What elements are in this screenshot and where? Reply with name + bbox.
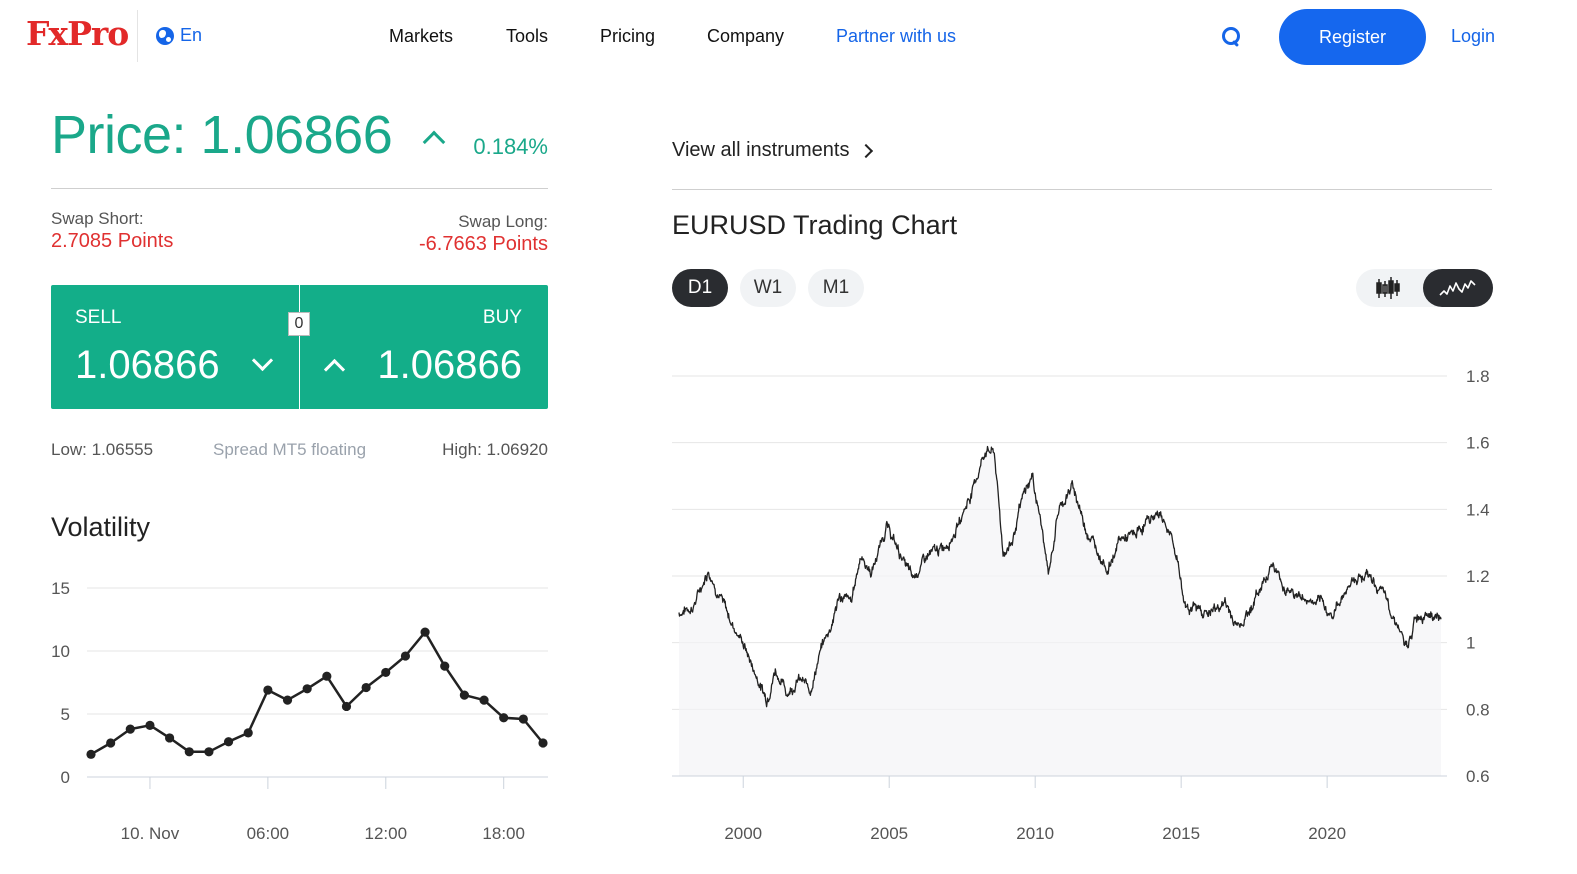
x-tick-label: 10. Nov [121,824,180,843]
spread-badge: 0 [288,312,310,336]
line-chart-button[interactable] [1423,269,1493,307]
language-label: En [180,25,203,45]
volatility-point [420,627,430,637]
nav-partner[interactable]: Partner with us [836,26,957,46]
volatility-point [381,667,391,678]
price-line [678,445,1442,708]
site-header: FxPro En Markets Tools Pricing Company P… [0,0,1577,74]
y-tick-label: 1.6 [1466,434,1490,453]
candlestick-icon [1376,277,1400,299]
sell-label: SELL [75,307,122,328]
volatility-point [145,720,155,730]
swap-short-value: 2.7085 Points [51,230,174,252]
volatility-chart: 0 5 10 15 10. Nov 06:00 12:00 18:00 [51,579,548,843]
view-all-label: View all instruments [672,139,850,161]
volatility-point [204,747,214,757]
x-tick-label: 2015 [1162,824,1200,843]
volatility-point [243,728,253,738]
chart-type-toggle [1356,269,1493,307]
current-price: Price: 1.06866 [51,105,393,165]
volatility-point [400,651,411,661]
x-tick-label: 18:00 [482,824,525,843]
language-selector[interactable]: En [156,25,202,46]
volatility-point [440,661,450,671]
low-price: Low: 1.06555 [51,440,154,459]
x-tick-label: 2005 [870,824,908,843]
timeframe-w1[interactable]: W1 [740,269,796,307]
volatility-point [125,724,135,734]
x-tick-label: 2000 [724,824,762,843]
volatility-point [86,749,96,759]
search-icon[interactable] [1221,26,1241,46]
swap-short-label: Swap Short: [51,209,144,228]
volatility-point [302,684,312,694]
line-chart-icon [1439,280,1476,296]
timeframe-m1[interactable]: M1 [808,269,864,307]
sell-button[interactable]: SELL 1.06866 [51,285,299,409]
swap-long-value: -6.7663 Points [419,233,548,255]
volatility-point [106,738,116,748]
x-tick-label: 2010 [1016,824,1054,843]
volatility-point [322,671,332,681]
volatility-point [165,733,175,743]
login-link[interactable]: Login [1451,26,1496,46]
y-tick-label: 1.2 [1466,567,1490,586]
sell-price: 1.06866 [75,343,220,387]
volatility-point [341,701,352,712]
eurusd-price-chart: 0.6 0.8 1 1.2 1.4 1.6 1.8 2000 2005 2010 2015 2020 [672,367,1490,843]
y-tick-label: 0.6 [1466,767,1490,786]
price-row: Price: 1.06866 0.184% [51,104,548,168]
buy-button[interactable]: BUY 1.06866 [300,285,548,409]
chevron-up-icon [322,359,346,377]
globe-icon [156,26,174,45]
price-divider [51,188,548,189]
y-tick-label: 1 [1466,634,1475,653]
volatility-title: Volatility [51,512,151,542]
x-tick-label: 06:00 [247,824,290,843]
spread-type: Spread MT5 floating [213,440,367,459]
high-price: High: 1.06920 [442,440,548,459]
chevron-down-icon [251,355,275,373]
y-tick-label: 0 [61,768,70,787]
y-tick-label: 10 [51,642,70,661]
volatility-line [90,630,544,756]
chart-divider [672,189,1492,190]
candlestick-button[interactable] [1356,269,1422,307]
y-tick-label: 5 [61,705,70,724]
y-tick-label: 1.8 [1466,367,1490,386]
swap-long-label: Swap Long: [458,212,548,231]
register-button[interactable]: Register [1279,9,1426,65]
nav-tools[interactable]: Tools [506,26,549,46]
volatility-point [499,713,509,723]
chart-title: EURUSD Trading Chart [672,210,958,240]
y-tick-label: 0.8 [1466,700,1490,719]
volatility-point [282,695,293,705]
buy-label: BUY [482,307,522,328]
volatility-point [459,690,469,700]
price-area [679,446,1441,776]
buy-price: 1.06866 [377,343,522,387]
price-change: 0.184% [473,134,548,159]
fxpro-logo[interactable]: FxPro [26,14,129,53]
y-tick-label: 1.4 [1466,500,1490,519]
volatility-point [538,738,548,748]
timeframe-d1[interactable]: D1 [672,269,728,307]
x-tick-label: 12:00 [365,824,408,843]
volatility-point [223,737,234,747]
nav-markets[interactable]: Markets [389,26,454,46]
y-tick-label: 15 [51,579,70,598]
x-tick-label: 2020 [1308,824,1346,843]
arrow-up-icon [420,128,448,150]
nav-company[interactable]: Company [707,26,785,46]
nav-pricing[interactable]: Pricing [600,26,656,46]
volatility-point [263,685,273,695]
volatility-point [518,714,528,724]
chevron-right-icon [859,143,874,158]
volatility-point [479,695,489,705]
header-divider [137,10,138,62]
volatility-point [361,682,371,693]
view-all-instruments-link[interactable]: View all instruments [672,139,874,162]
volatility-point [184,747,194,757]
